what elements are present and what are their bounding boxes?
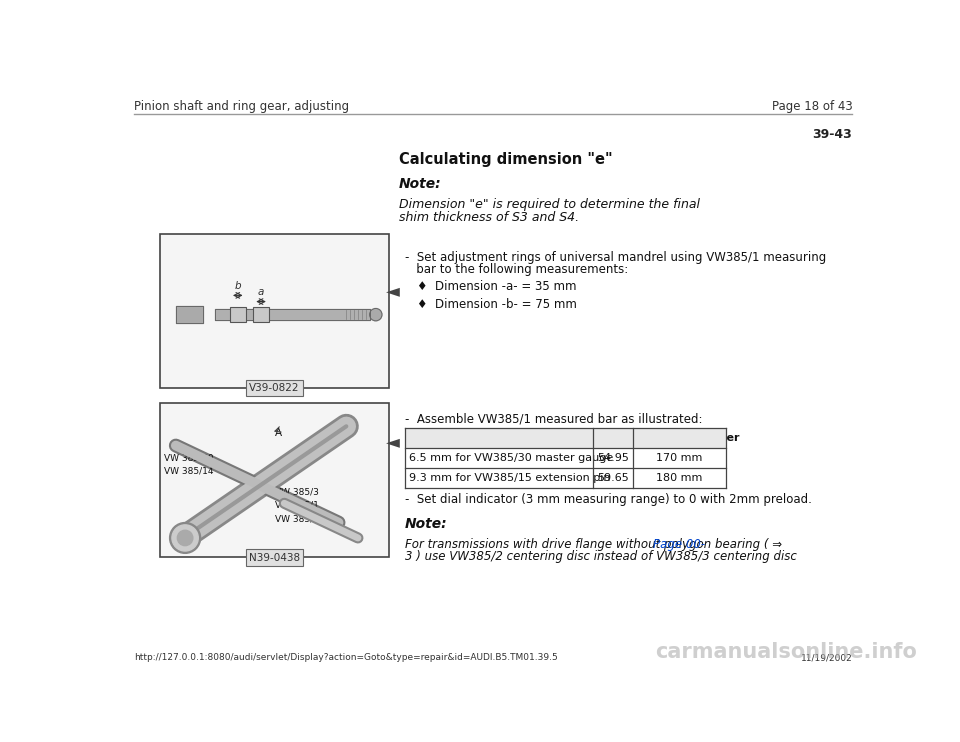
Text: Pinion shaft and ring gear, adjusting: Pinion shaft and ring gear, adjusting	[134, 100, 349, 113]
Text: a: a	[258, 287, 264, 297]
Text: 11/19/2002: 11/19/2002	[801, 654, 852, 663]
Text: b: b	[234, 280, 241, 291]
Text: -  Set dial indicator (3 mm measuring range) to 0 with 2mm preload.: - Set dial indicator (3 mm measuring ran…	[405, 493, 812, 506]
Text: Ro: Ro	[605, 433, 621, 443]
Text: For transmissions with drive flange without polygon bearing ( ⇒: For transmissions with drive flange with…	[405, 538, 786, 551]
Text: V39-0822: V39-0822	[250, 383, 300, 393]
Text: VW 385/30: VW 385/30	[164, 453, 214, 462]
Text: Dimension "e" is required to determine the final: Dimension "e" is required to determine t…	[399, 198, 700, 211]
Circle shape	[178, 531, 193, 545]
Bar	[160, 403, 389, 557]
Text: Calculating dimension "e": Calculating dimension "e"	[399, 152, 612, 167]
Text: bar to the following measurements:: bar to the following measurements:	[405, 263, 629, 276]
Text: 59.65: 59.65	[597, 473, 629, 483]
Text: http://127.0.0.1:8080/audi/servlet/Display?action=Goto&type=repair&id=AUDI.B5.TM: http://127.0.0.1:8080/audi/servlet/Displ…	[134, 654, 558, 663]
Text: ◄: ◄	[386, 433, 399, 450]
Text: -  Assemble VW385/1 measured bar as illustrated:: - Assemble VW385/1 measured bar as illus…	[405, 413, 703, 425]
Bar	[405, 428, 726, 448]
Bar	[230, 307, 246, 322]
Text: 39-43: 39-43	[812, 128, 852, 140]
Text: ♦  Dimension -a- = 35 mm: ♦ Dimension -a- = 35 mm	[417, 280, 576, 293]
Circle shape	[172, 525, 199, 551]
Bar	[160, 234, 389, 388]
Text: ♦  Dimension -b- = 75 mm: ♦ Dimension -b- = 75 mm	[417, 298, 577, 312]
Text: VW 385/3: VW 385/3	[275, 488, 319, 497]
Text: Ring gear diameter: Ring gear diameter	[619, 433, 740, 443]
Text: 180 mm: 180 mm	[657, 473, 703, 483]
Text: 54.95: 54.95	[597, 453, 629, 463]
Text: Note:: Note:	[399, 177, 442, 191]
Text: Page 00-: Page 00-	[653, 538, 706, 551]
Text: VW 385/14: VW 385/14	[164, 466, 214, 476]
Bar	[253, 307, 269, 322]
Text: Dial indicator extension A: Dial indicator extension A	[409, 433, 570, 443]
Circle shape	[170, 522, 201, 554]
Text: carmanualsonline.info: carmanualsonline.info	[655, 642, 917, 662]
Text: 3 ) use VW385/2 centering disc instead of VW385/3 centering disc: 3 ) use VW385/2 centering disc instead o…	[405, 551, 797, 563]
Text: 170 mm: 170 mm	[657, 453, 703, 463]
Text: N39-0438: N39-0438	[249, 553, 300, 562]
Text: ◄: ◄	[386, 283, 399, 301]
Text: Page 18 of 43: Page 18 of 43	[772, 100, 852, 113]
Circle shape	[370, 309, 382, 321]
Text: -  Set adjustment rings of universal mandrel using VW385/1 measuring: - Set adjustment rings of universal mand…	[405, 251, 827, 263]
Text: Note:: Note:	[405, 517, 447, 531]
Text: A: A	[275, 428, 282, 438]
Text: VW 385/1: VW 385/1	[275, 501, 319, 510]
Text: 9.3 mm for VW385/15 extension pin: 9.3 mm for VW385/15 extension pin	[409, 473, 611, 483]
Text: 6.5 mm for VW385/30 master gauge: 6.5 mm for VW385/30 master gauge	[409, 453, 613, 463]
Text: VW 385/3: VW 385/3	[275, 514, 319, 523]
Text: shim thickness of S3 and S4.: shim thickness of S3 and S4.	[399, 211, 579, 223]
